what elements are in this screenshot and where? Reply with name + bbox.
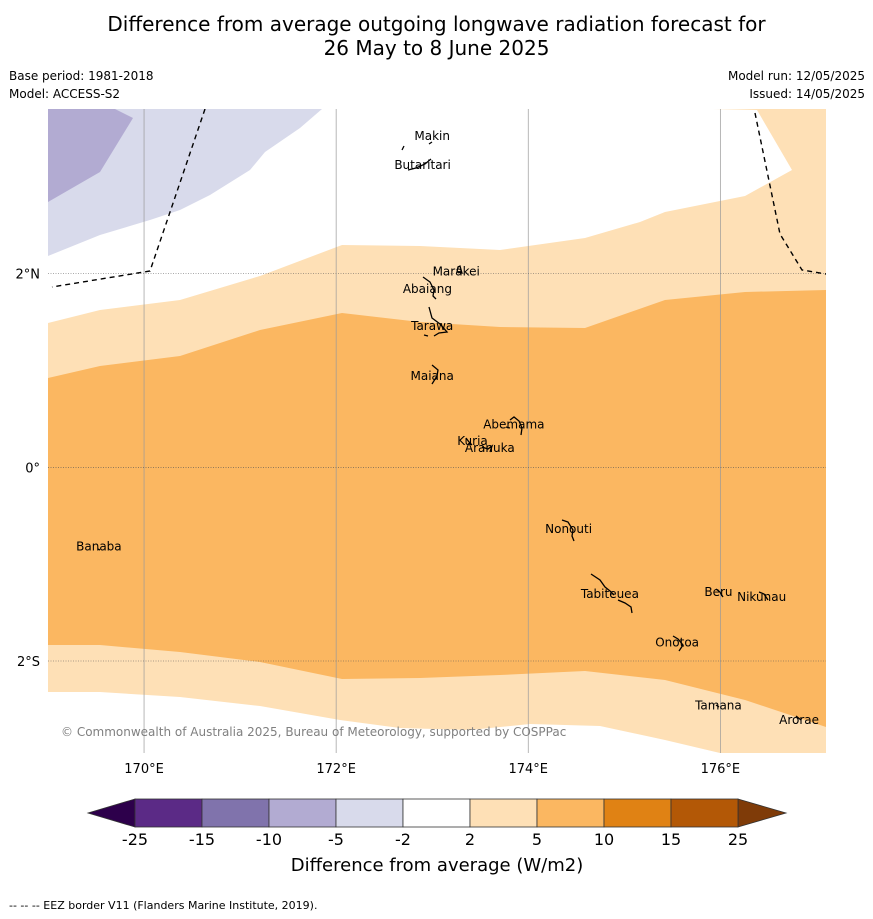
aranuka-outline [481,444,494,453]
colorbar: -25 -15 -10 -5 -2 2 5 10 15 25 [86,798,788,849]
lat-tick-label: 2°S [17,655,40,670]
kuria-outline [465,437,473,446]
island-label-nonouti: Nonouti [545,522,592,536]
contour-minus5-to-minus2 [48,109,322,256]
lat-tick-label: 0° [25,461,40,476]
gridlines [48,109,826,753]
beru-outline [715,588,724,598]
abemama-outline [505,416,523,436]
island-label-banaba: Banaba [76,540,122,554]
lon-tick-label: 174°E [508,762,548,777]
copyright-text: © Commonwealth of Australia 2025, Bureau… [61,725,566,739]
footer-note: -- -- -- EEZ border V11 (Flanders Marine… [9,899,318,912]
island-label-beru: Beru [704,585,732,599]
lon-tick-label: 170°E [124,762,164,777]
island-label-kuria: Kuria [457,434,488,448]
colorbar-segment [134,798,203,828]
butaritari-outline [407,158,432,171]
eez-borders [51,109,826,288]
makin-outline [401,141,433,151]
colorbar-tick-label: 15 [661,830,681,849]
abaiang-outline [422,276,437,300]
island-label-makin: Makin [414,129,450,143]
colorbar-tick-label: -5 [328,830,344,849]
colorbar-over-arrow [737,798,788,828]
colorbar-tick-label: 25 [728,830,748,849]
colorbar-tick-label: 10 [594,830,614,849]
island-label-onotoa: Onotoa [655,635,699,649]
colorbar-segment [201,798,270,828]
island-label-aranuka: Aranuka [465,441,515,455]
contour-5-to-10 [48,290,826,727]
issued-text: Issued: 14/05/2025 [749,87,865,101]
colorbar-segment [603,798,672,828]
tabiteuea-outline [590,573,633,614]
arorae-outline [795,715,802,721]
colorbar-segment [469,798,538,828]
meta-right: Model run: 12/05/2025 Issued: 14/05/2025 [728,67,865,103]
colorbar-title: Difference from average (W/m2) [291,855,583,876]
island-label-nikunau: Nikunau [737,590,786,604]
colorbar-segment [536,798,605,828]
nonouti-outline [561,519,575,542]
title-line-1: Difference from average outgoing longwav… [107,12,766,36]
colorbar-segment [335,798,404,828]
island-label-abaiang: Abaiang [403,282,452,296]
maiana-outline [431,364,439,385]
model-run-text: Model run: 12/05/2025 [727,69,865,83]
title-line-2: 26 May to 8 June 2025 [323,36,550,60]
island-label-tamana: Tamana [694,698,742,712]
banaba-outline [97,548,101,551]
island-label-tarawa: Tarawa [410,319,453,333]
tamana-outline [715,704,720,708]
island-label-butaritari: Butaritari [394,158,451,172]
colorbar-tick-label: 5 [532,830,542,849]
colorbar-segment [268,798,337,828]
island-label-marakei: Marakei [433,265,480,279]
colorbar-tick-label: -25 [122,830,148,849]
island-label-maiana: Maiana [411,369,454,383]
chart-title: Difference from average outgoing longwav… [0,12,873,60]
contour-minus10-to-minus5 [48,109,133,202]
onotoa-outline [672,635,684,652]
island-label-abemama: Abemama [483,418,544,432]
colorbar-tick-label: 2 [465,830,475,849]
model-text: Model: ACCESS-S2 [9,87,121,101]
colorbar-tick-label: -2 [395,830,411,849]
meta-left: Base period: 1981-2018 Model: ACCESS-S2 [9,67,154,103]
marakei-outline [456,265,463,274]
colorbar-segment [402,798,471,828]
island-label-tabiteuea: Tabiteuea [580,587,639,601]
base-period-text: Base period: 1981-2018 [9,69,154,83]
eez-border-east [754,112,826,275]
axis-labels: 170°E 172°E 174°E 176°E 2°N 0° 2°S [16,268,741,777]
eez-border-west [51,109,206,288]
island-labels: Makin Butaritari Marakei Abaiang Tarawa Maian… [76,129,819,727]
colorbar-tick-label: -15 [189,830,215,849]
tarawa-outline [423,306,449,337]
lon-tick-label: 176°E [701,762,741,777]
colorbar-tick-label: -10 [256,830,282,849]
nikunau-outline [758,591,769,601]
map-area: Makin Butaritari Marakei Abaiang Tarawa Maian… [48,109,826,753]
lon-tick-label: 172°E [316,762,356,777]
lat-tick-label: 2°N [16,268,41,283]
island-outlines [97,141,802,721]
colorbar-under-arrow [86,798,136,828]
island-label-arorae: Arorae [779,713,819,727]
colorbar-segment [670,798,739,828]
